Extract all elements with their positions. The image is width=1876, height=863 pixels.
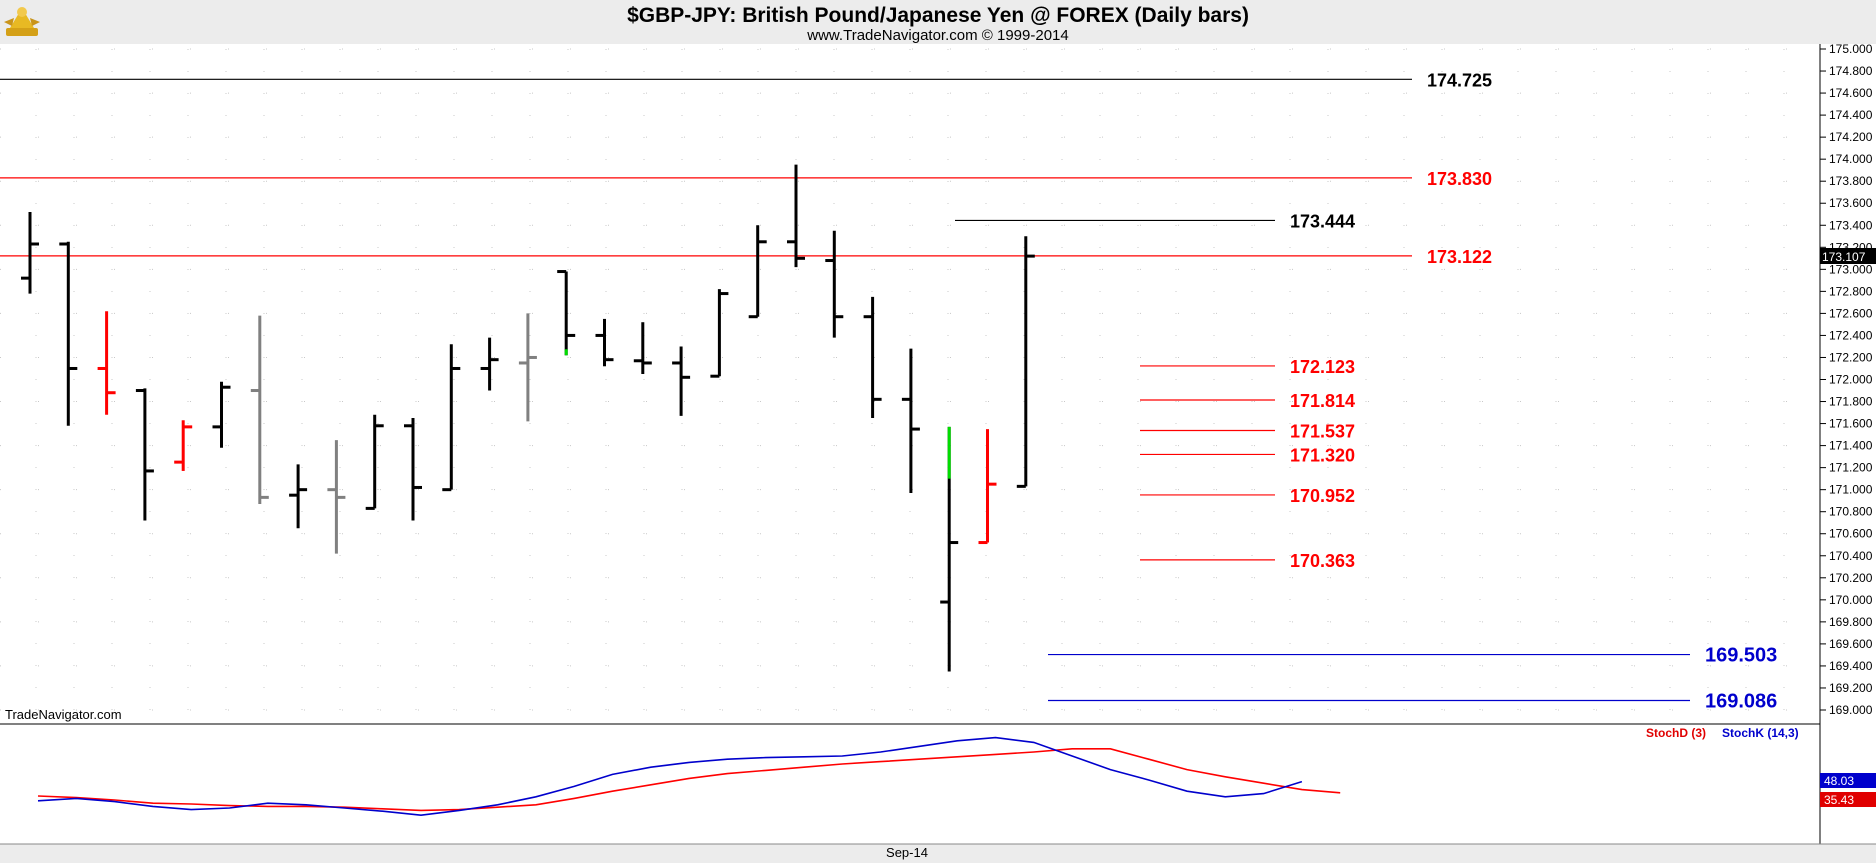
price-level-label: 169.503	[1705, 645, 1777, 667]
stochk-value-label: 48.03	[1824, 774, 1854, 788]
stochastic-series-line	[37, 747, 1341, 812]
x-axis-date-label: Sep-14	[886, 845, 928, 860]
y-tick-label: 172.400	[1829, 328, 1873, 342]
y-tick-label: 175.000	[1829, 42, 1873, 56]
y-tick-label: 174.000	[1829, 152, 1873, 166]
y-tick-label: 172.600	[1829, 306, 1873, 320]
price-level-label: 173.830	[1427, 169, 1492, 189]
stochd-value-label: 35.43	[1824, 793, 1854, 807]
y-tick-label: 171.800	[1829, 395, 1873, 409]
stochk-value-badge	[1820, 773, 1876, 788]
y-tick-label: 173.800	[1829, 174, 1873, 188]
chart-subtitle: www.TradeNavigator.com © 1999-2014	[806, 27, 1068, 44]
y-tick-label: 170.200	[1829, 571, 1873, 585]
y-tick-label: 171.400	[1829, 439, 1873, 453]
y-tick-label: 169.000	[1829, 703, 1873, 717]
price-level-label: 172.123	[1290, 357, 1355, 377]
y-tick-label: 174.600	[1829, 86, 1873, 100]
y-tick-label: 169.800	[1829, 615, 1873, 629]
y-tick-label: 169.400	[1829, 659, 1873, 673]
price-level-label: 173.122	[1427, 247, 1492, 267]
y-tick-label: 172.200	[1829, 350, 1873, 364]
y-tick-label: 174.400	[1829, 108, 1873, 122]
price-levels: 174.725 173.830 173.444 173.122 172.123 171.8…	[0, 70, 1777, 713]
last-price-badge	[1820, 248, 1876, 264]
stochastic-series-line	[37, 736, 1303, 817]
y-tick-label: 173.400	[1829, 218, 1873, 232]
y-tick-label: 174.200	[1829, 130, 1873, 144]
y-tick-label: 172.800	[1829, 284, 1873, 298]
y-tick-label: 170.400	[1829, 549, 1873, 563]
y-tick-label: 169.200	[1829, 681, 1873, 695]
price-level-label: 171.320	[1290, 445, 1355, 465]
stochastic-pane	[0, 724, 1820, 844]
price-level-label: 171.537	[1290, 422, 1355, 442]
trophy-logo-icon	[4, 7, 40, 36]
price-level-label: 174.725	[1427, 70, 1492, 90]
y-tick-label: 170.000	[1829, 593, 1873, 607]
price-level-label: 169.086	[1705, 691, 1777, 713]
y-tick-label: 169.600	[1829, 637, 1873, 651]
y-tick-label: 170.800	[1829, 505, 1873, 519]
y-tick-label: 171.200	[1829, 461, 1873, 475]
stochastic-lines	[37, 736, 1341, 817]
price-bars	[21, 164, 1035, 672]
y-tick-label: 171.600	[1829, 417, 1873, 431]
y-tick-label: 173.000	[1829, 262, 1873, 276]
grid	[0, 48, 1820, 711]
last-price-label: 173.107	[1822, 250, 1866, 264]
legend-stochk: StochK (14,3)	[1722, 726, 1799, 740]
legend-stochd: StochD (3)	[1646, 726, 1706, 740]
chart-title: $GBP-JPY: British Pound/Japanese Yen @ F…	[627, 4, 1249, 27]
price-level-label: 170.952	[1290, 486, 1355, 506]
y-tick-label: 173.600	[1829, 196, 1873, 210]
price-axis: 175.000 174.800 174.600 174.400 174.200 174.0…	[1820, 42, 1873, 717]
price-level-label: 173.444	[1290, 211, 1355, 231]
y-tick-label: 172.000	[1829, 373, 1873, 387]
y-tick-label: 171.000	[1829, 483, 1873, 497]
stochd-value-badge	[1820, 792, 1876, 807]
y-tick-label: 174.800	[1829, 64, 1873, 78]
price-axis-pane	[1820, 44, 1876, 844]
price-level-label: 171.814	[1290, 391, 1355, 411]
price-level-label: 170.363	[1290, 551, 1355, 571]
watermark-text: TradeNavigator.com	[5, 707, 122, 722]
y-tick-label: 170.600	[1829, 527, 1873, 541]
